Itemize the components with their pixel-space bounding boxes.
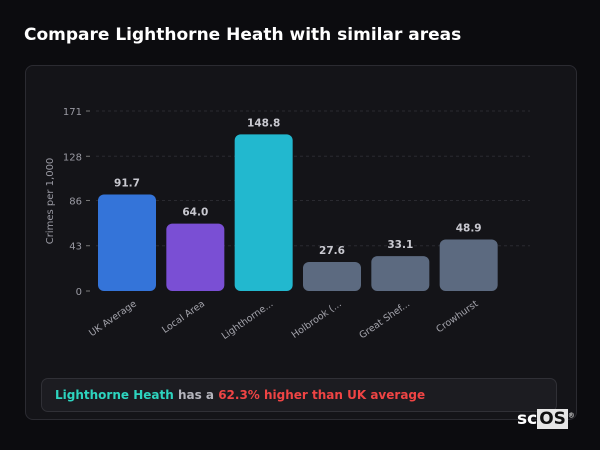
bar [371,256,430,291]
y-axis-label: Crimes per 1,000 [45,158,56,245]
y-tick-label: 128 [63,152,82,163]
x-tick-label: Crowhurst [434,298,480,335]
x-tick-label: Local Area [160,298,207,335]
y-tick-label: 43 [69,242,82,253]
bar-value-label: 64.0 [182,207,208,219]
x-tick-label: Holbrook (... [290,298,344,340]
bar [303,261,361,291]
bar-value-label: 91.7 [114,177,140,189]
bar [439,239,498,291]
bar-value-label: 27.6 [319,245,345,257]
difference-text: 62.3% higher than UK average [218,388,426,402]
bar [98,194,156,291]
page-title: Compare Lighthorne Heath with similar ar… [24,25,462,45]
bar-value-label: 48.9 [456,223,482,235]
x-tick-label: UK Average [87,298,139,339]
bar-value-label: 148.8 [247,117,280,129]
bar [234,134,293,291]
y-tick-label: 171 [63,107,82,118]
x-tick-label: Lighthorne... [220,298,276,342]
y-tick-label: 0 [76,287,82,298]
bar-value-label: 33.1 [387,239,413,251]
scos-logo: sc OS ® [517,409,575,429]
y-tick-label: 86 [69,196,82,207]
area-name: Lighthorne Heath [55,388,174,402]
summary-text: has a [173,388,219,402]
bar [166,223,225,291]
comparison-summary: Lighthorne Heath has a 62.3% higher than… [41,378,557,412]
x-tick-label: Great Shef... [357,298,412,341]
